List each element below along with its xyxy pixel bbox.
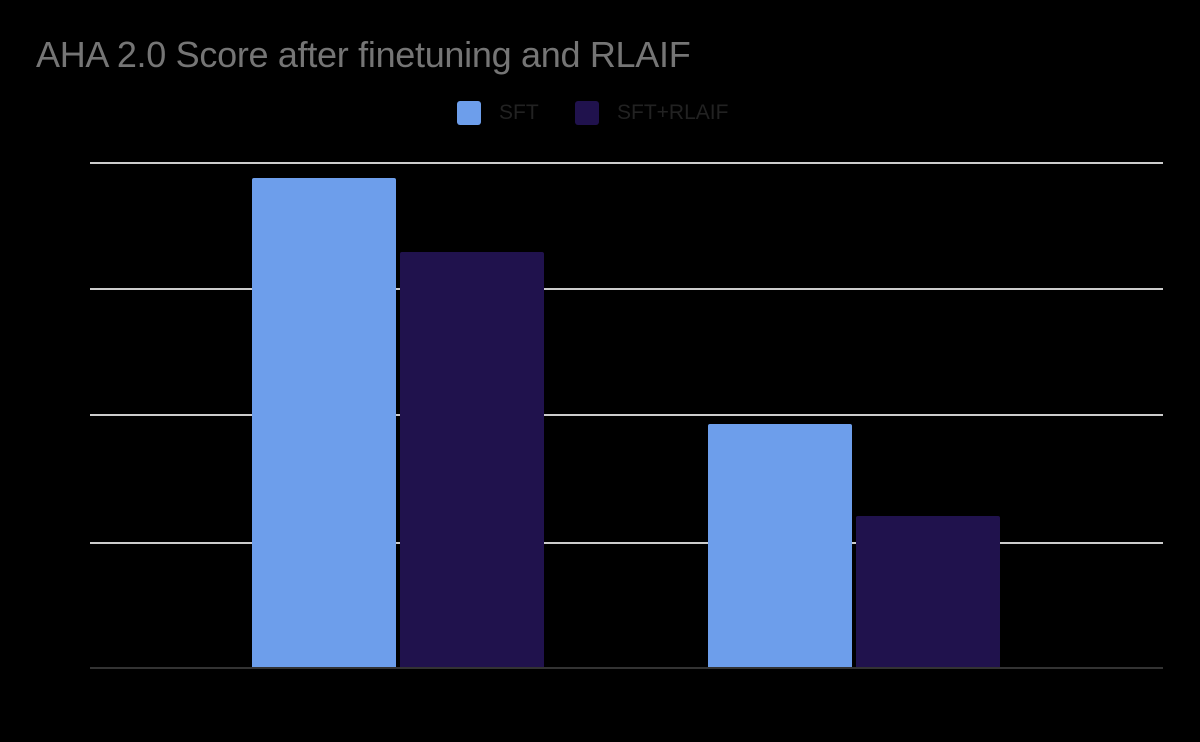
bar-sft-rlaif-group-1 [400, 252, 544, 668]
legend-swatch-sft-rlaif [575, 101, 599, 125]
bar-sft-group-2 [708, 424, 852, 668]
bar-sft-rlaif-group-2 [856, 516, 1000, 668]
x-axis-baseline [90, 667, 1163, 669]
plot-area [90, 162, 1163, 669]
chart-title: AHA 2.0 Score after finetuning and RLAIF [36, 34, 691, 75]
gridline [90, 288, 1163, 290]
legend-item-sft-rlaif: SFT+RLAIF [575, 100, 728, 126]
gridline [90, 162, 1163, 164]
bar-sft-group-1 [252, 178, 396, 668]
legend-label-sft-rlaif: SFT+RLAIF [617, 101, 729, 124]
gridline [90, 542, 1163, 544]
legend-label-sft: SFT [499, 101, 539, 124]
legend-swatch-sft [457, 101, 481, 125]
gridline [90, 414, 1163, 416]
legend-item-sft: SFT [457, 100, 539, 126]
chart-legend: SFT SFT+RLAIF [0, 100, 1200, 126]
